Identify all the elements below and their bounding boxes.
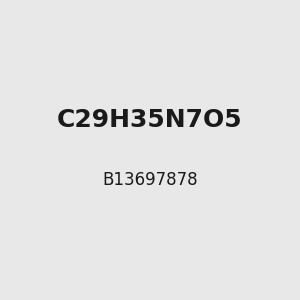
Text: C29H35N7O5: C29H35N7O5 — [57, 108, 243, 132]
Text: B13697878: B13697878 — [102, 171, 198, 189]
